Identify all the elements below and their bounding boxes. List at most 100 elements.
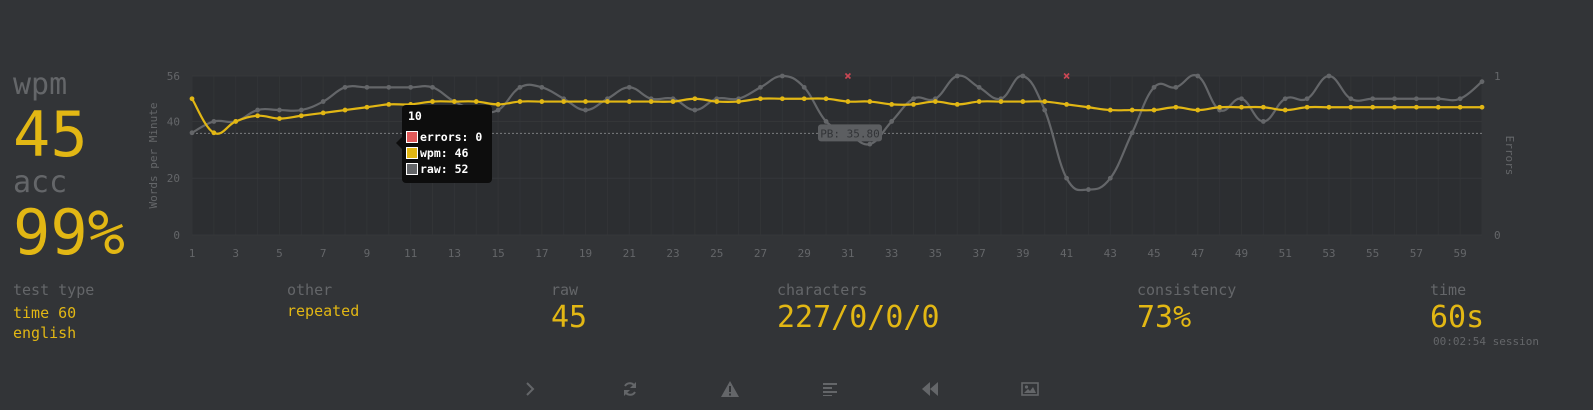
y2-axis-title: Errors — [1503, 136, 1516, 176]
data-point-wpm — [1282, 107, 1288, 113]
data-point-raw — [1086, 187, 1091, 192]
result-actions — [0, 374, 1593, 404]
session-time: 00:02:54 session — [1433, 335, 1539, 348]
x-tick-label: 53 — [1322, 247, 1335, 260]
x-tick-label: 7 — [320, 247, 327, 260]
tooltip-row-wpm: wpm: 46 — [406, 145, 486, 161]
data-point-raw — [801, 84, 807, 90]
stat-other: other repeated — [287, 283, 359, 321]
save-screenshot-button[interactable] — [1015, 374, 1045, 404]
data-point-raw — [889, 119, 895, 124]
watch-replay-button[interactable] — [915, 374, 945, 404]
data-point-raw — [758, 84, 763, 90]
data-point-wpm — [1304, 104, 1310, 110]
data-point-wpm — [1370, 104, 1376, 110]
tooltip-raw-text: raw: 52 — [420, 162, 469, 176]
pb-label: PB: 35.80 — [820, 127, 880, 140]
data-point-raw — [1392, 96, 1397, 102]
data-point-wpm — [517, 99, 523, 104]
data-point-raw — [255, 107, 260, 113]
tooltip-swatch-wpm — [406, 147, 418, 159]
data-point-raw — [298, 107, 304, 113]
backward-icon — [922, 382, 938, 396]
x-tick-label: 15 — [491, 247, 504, 260]
data-point-wpm — [495, 101, 501, 107]
data-point-wpm — [648, 99, 654, 104]
data-point-raw — [189, 130, 195, 136]
data-point-wpm — [583, 99, 588, 104]
data-point-raw — [1435, 96, 1441, 102]
data-point-wpm — [1260, 104, 1266, 110]
data-point-raw — [1479, 79, 1485, 85]
data-point-raw — [1414, 96, 1419, 102]
tooltip-title: 10 — [408, 109, 422, 123]
pb-label-box — [818, 124, 882, 142]
x-tick-label: 9 — [364, 247, 371, 260]
data-point-raw — [1260, 119, 1266, 124]
next-test-button[interactable] — [515, 374, 545, 404]
data-point-raw — [583, 107, 588, 113]
x-tick-label: 51 — [1279, 247, 1292, 260]
raw-value: 45 — [551, 300, 588, 335]
data-point-wpm — [801, 96, 807, 102]
x-tick-label: 55 — [1366, 247, 1379, 260]
data-point-wpm — [998, 99, 1004, 104]
repeat-test-button[interactable] — [615, 374, 645, 404]
tooltip-swatch-errors — [406, 131, 418, 143]
x-tick-label: 57 — [1410, 247, 1423, 260]
test-type-line-mode: time 60 — [13, 304, 77, 322]
data-point-wpm — [736, 99, 742, 104]
data-point-raw — [539, 84, 545, 90]
tooltip-row-raw: raw: 52 — [406, 161, 486, 177]
data-point-wpm — [714, 99, 720, 104]
toggle-words-history-button[interactable] — [815, 374, 845, 404]
x-tick-label: 43 — [1104, 247, 1117, 260]
data-point-wpm — [298, 113, 304, 119]
test-type-line-language: english — [13, 324, 77, 342]
x-tick-label: 47 — [1191, 247, 1204, 260]
data-point-raw — [364, 84, 370, 90]
data-point-wpm — [692, 96, 698, 102]
x-tick-label: 11 — [404, 247, 417, 260]
data-point-raw — [430, 84, 435, 90]
data-point-raw — [779, 73, 785, 79]
data-point-wpm — [255, 113, 260, 119]
practice-words-button[interactable] — [715, 374, 745, 404]
other-value: repeated — [287, 302, 360, 320]
data-point-wpm — [1064, 101, 1069, 107]
other-label: other — [287, 281, 333, 299]
data-point-wpm — [1042, 99, 1048, 104]
data-point-wpm — [1129, 107, 1135, 113]
data-point-wpm — [758, 96, 763, 102]
data-point-wpm — [1326, 104, 1332, 110]
data-point-raw — [1457, 96, 1463, 102]
data-point-wpm — [1107, 107, 1113, 113]
data-point-wpm — [539, 99, 545, 104]
data-point-wpm — [1392, 104, 1397, 110]
data-point-wpm — [1173, 104, 1179, 110]
wpm-value: 45 — [13, 98, 88, 171]
data-point-wpm — [1239, 104, 1244, 110]
y-tick-label: 56 — [167, 70, 180, 83]
x-tick-label: 5 — [276, 247, 283, 260]
data-point-wpm — [845, 99, 851, 104]
x-tick-label: 25 — [710, 247, 723, 260]
data-point-raw — [517, 84, 523, 90]
tooltip-swatch-raw — [406, 163, 418, 175]
raw-label: raw — [551, 281, 579, 299]
data-point-raw — [1173, 84, 1179, 90]
data-point-wpm — [867, 99, 873, 104]
stat-time: time 60s 00:02:54 session — [1430, 283, 1539, 349]
data-point-wpm — [911, 101, 916, 107]
data-point-raw — [320, 99, 326, 104]
data-point-wpm — [277, 116, 282, 121]
data-point-raw — [823, 119, 829, 124]
data-point-wpm — [1348, 104, 1354, 110]
y-tick-label: 40 — [167, 115, 180, 128]
x-tick-label: 1 — [189, 247, 196, 260]
data-point-raw — [954, 73, 960, 79]
x-tick-label: 45 — [1147, 247, 1160, 260]
x-tick-label: 31 — [841, 247, 854, 260]
test-type-label: test type — [13, 281, 95, 299]
